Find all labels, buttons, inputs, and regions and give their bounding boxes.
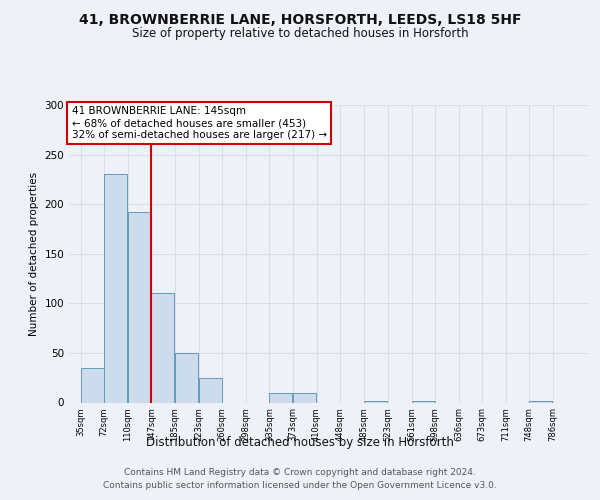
Bar (412, 400, 434, 402)
Text: Size of property relative to detached houses in Horsforth: Size of property relative to detached ho… (131, 28, 469, 40)
Bar (529, 400, 552, 402)
Text: 41, BROWNBERRIE LANE, HORSFORTH, LEEDS, LS18 5HF: 41, BROWNBERRIE LANE, HORSFORTH, LEEDS, … (79, 12, 521, 26)
Text: Contains HM Land Registry data © Crown copyright and database right 2024.: Contains HM Land Registry data © Crown c… (124, 468, 476, 477)
Bar (364, 400, 386, 402)
Bar (175, 353, 198, 403)
Bar (80, 368, 104, 402)
Bar (269, 392, 292, 402)
Text: 41 BROWNBERRIE LANE: 145sqm
← 68% of detached houses are smaller (453)
32% of se: 41 BROWNBERRIE LANE: 145sqm ← 68% of det… (71, 106, 327, 140)
Text: Distribution of detached houses by size in Horsforth: Distribution of detached houses by size … (146, 436, 454, 449)
Bar (128, 212, 151, 402)
Text: Contains public sector information licensed under the Open Government Licence v3: Contains public sector information licen… (103, 482, 497, 490)
Y-axis label: Number of detached properties: Number of detached properties (29, 172, 39, 336)
Bar (151, 294, 174, 403)
Bar (293, 392, 316, 402)
Bar (199, 378, 222, 402)
Bar (104, 174, 127, 402)
